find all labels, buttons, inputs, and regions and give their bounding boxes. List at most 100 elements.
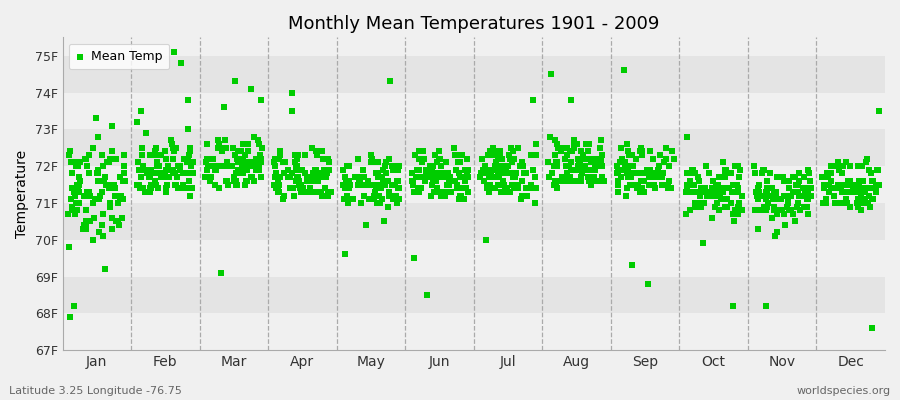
Mean Temp — [778, 192, 792, 199]
Mean Temp — [160, 163, 175, 169]
Mean Temp — [854, 192, 868, 199]
Mean Temp — [860, 200, 875, 206]
Mean Temp — [295, 185, 310, 192]
Mean Temp — [611, 167, 625, 173]
Mean Temp — [714, 196, 728, 202]
Mean Temp — [618, 167, 633, 173]
Mean Temp — [482, 170, 497, 177]
Mean Temp — [339, 192, 354, 199]
Mean Temp — [768, 233, 782, 239]
Mean Temp — [426, 163, 440, 169]
Mean Temp — [253, 152, 267, 158]
Mean Temp — [770, 196, 785, 202]
Mean Temp — [788, 181, 803, 188]
Mean Temp — [720, 204, 734, 210]
Mean Temp — [574, 174, 589, 180]
Mean Temp — [777, 178, 791, 184]
Mean Temp — [288, 152, 302, 158]
Mean Temp — [359, 181, 374, 188]
Mean Temp — [356, 174, 370, 180]
Mean Temp — [858, 185, 872, 192]
Mean Temp — [834, 170, 849, 177]
Mean Temp — [229, 181, 243, 188]
Mean Temp — [796, 192, 811, 199]
Mean Temp — [519, 170, 534, 177]
Mean Temp — [86, 144, 100, 151]
Mean Temp — [77, 222, 92, 228]
Mean Temp — [201, 163, 215, 169]
Mean Temp — [231, 159, 246, 166]
Mean Temp — [199, 156, 213, 162]
Mean Temp — [153, 152, 167, 158]
Mean Temp — [313, 189, 328, 195]
Mean Temp — [705, 214, 719, 221]
Mean Temp — [622, 152, 636, 158]
Mean Temp — [487, 167, 501, 173]
Mean Temp — [176, 185, 190, 192]
Mean Temp — [450, 159, 464, 166]
Mean Temp — [644, 181, 658, 188]
Mean Temp — [102, 159, 116, 166]
Mean Temp — [250, 163, 265, 169]
Mean Temp — [294, 167, 309, 173]
Mean Temp — [356, 181, 371, 188]
Mean Temp — [214, 163, 229, 169]
Mean Temp — [528, 185, 543, 192]
Mean Temp — [780, 196, 795, 202]
Mean Temp — [855, 200, 869, 206]
Mean Temp — [356, 167, 370, 173]
Mean Temp — [276, 192, 291, 199]
Mean Temp — [411, 185, 426, 192]
Mean Temp — [132, 185, 147, 192]
Mean Temp — [477, 178, 491, 184]
Mean Temp — [831, 159, 845, 166]
Mean Temp — [815, 174, 830, 180]
Mean Temp — [302, 174, 316, 180]
Mean Temp — [501, 170, 516, 177]
Mean Temp — [94, 222, 109, 228]
Mean Temp — [244, 163, 258, 169]
Mean Temp — [495, 156, 509, 162]
Mean Temp — [361, 181, 375, 188]
Mean Temp — [610, 163, 625, 169]
Mean Temp — [859, 200, 873, 206]
Mean Temp — [272, 181, 286, 188]
Mean Temp — [220, 178, 234, 184]
Mean Temp — [547, 181, 562, 188]
Mean Temp — [578, 163, 592, 169]
Mean Temp — [284, 170, 299, 177]
Mean Temp — [449, 185, 464, 192]
Mean Temp — [106, 181, 121, 188]
Mean Temp — [104, 226, 119, 232]
Mean Temp — [444, 189, 458, 195]
Mean Temp — [797, 192, 812, 199]
Mean Temp — [526, 97, 541, 103]
Mean Temp — [71, 174, 86, 180]
Mean Temp — [621, 148, 635, 155]
Mean Temp — [220, 178, 235, 184]
Mean Temp — [868, 185, 883, 192]
Mean Temp — [571, 156, 585, 162]
Mean Temp — [312, 170, 327, 177]
Mean Temp — [570, 167, 584, 173]
Mean Temp — [571, 163, 585, 169]
Mean Temp — [773, 174, 788, 180]
Mean Temp — [592, 178, 607, 184]
Mean Temp — [236, 170, 250, 177]
Mean Temp — [779, 204, 794, 210]
Mean Temp — [610, 170, 625, 177]
Mean Temp — [544, 170, 559, 177]
Mean Temp — [356, 181, 371, 188]
Mean Temp — [179, 159, 194, 166]
Mean Temp — [760, 204, 774, 210]
Mean Temp — [148, 144, 163, 151]
Mean Temp — [797, 192, 812, 199]
Mean Temp — [592, 163, 607, 169]
Mean Temp — [617, 167, 632, 173]
Mean Temp — [871, 108, 886, 114]
Mean Temp — [430, 170, 445, 177]
Mean Temp — [166, 148, 181, 155]
Mean Temp — [232, 148, 247, 155]
Mean Temp — [688, 200, 703, 206]
Mean Temp — [760, 204, 774, 210]
